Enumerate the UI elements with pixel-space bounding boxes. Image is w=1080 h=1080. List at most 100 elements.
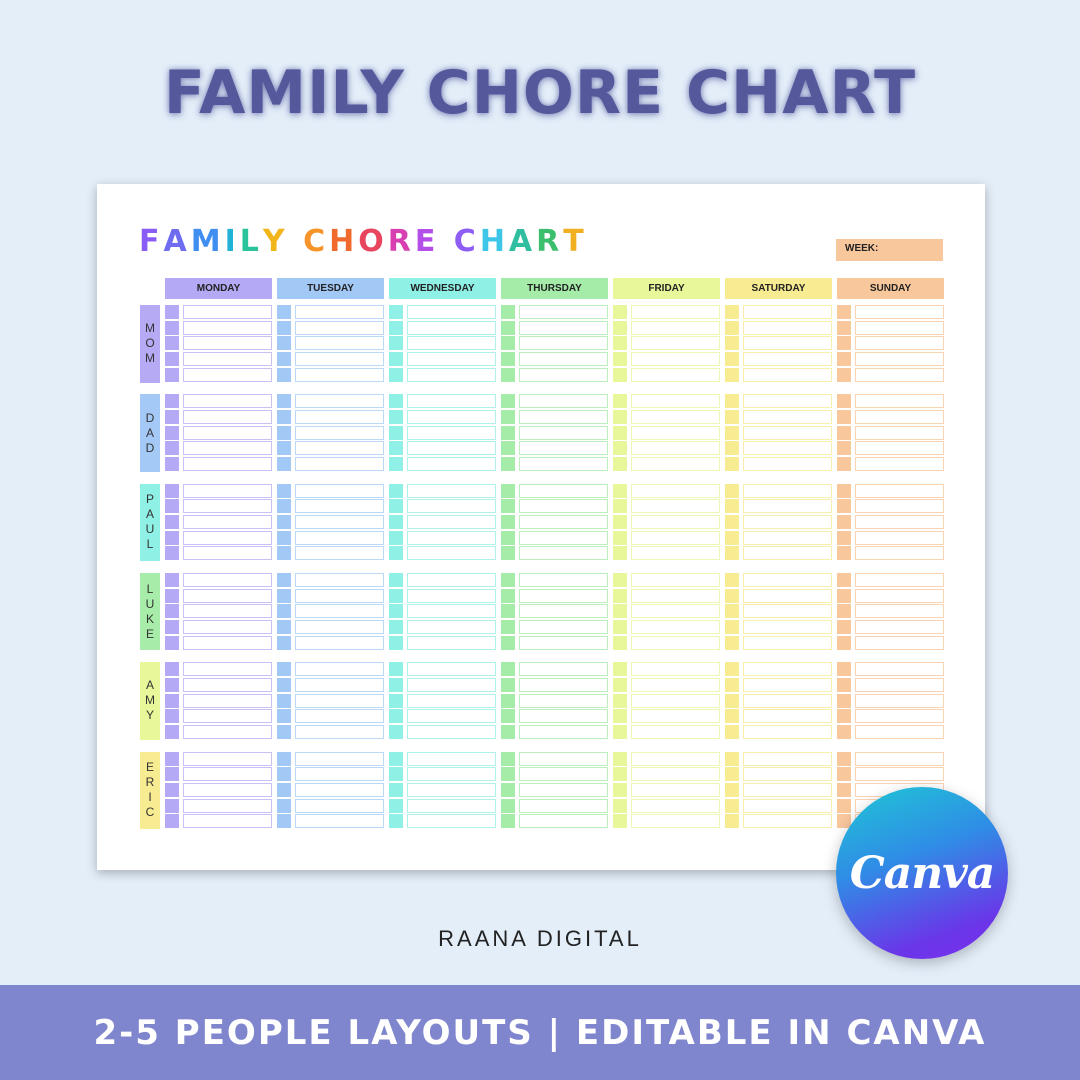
chore-checkbox[interactable] <box>389 782 403 797</box>
chore-entry-field[interactable] <box>407 798 496 813</box>
chore-checkbox[interactable] <box>165 677 179 692</box>
chore-checkbox[interactable] <box>613 693 627 708</box>
chore-entry-field[interactable] <box>855 394 944 409</box>
chore-checkbox[interactable] <box>389 798 403 813</box>
chore-entry-field[interactable] <box>183 457 272 472</box>
chore-entry-field[interactable] <box>855 588 944 603</box>
chore-entry-field[interactable] <box>855 352 944 367</box>
chore-checkbox[interactable] <box>613 410 627 424</box>
chore-entry-field[interactable] <box>519 425 608 440</box>
chore-entry-field[interactable] <box>295 546 384 561</box>
chore-checkbox[interactable] <box>389 320 403 335</box>
chore-checkbox[interactable] <box>277 767 291 782</box>
chore-entry-field[interactable] <box>743 725 832 739</box>
chore-checkbox[interactable] <box>501 336 515 351</box>
chore-entry-field[interactable] <box>855 693 944 708</box>
chore-checkbox[interactable] <box>501 394 515 409</box>
chore-checkbox[interactable] <box>837 530 851 545</box>
chore-entry-field[interactable] <box>631 352 720 367</box>
chore-checkbox[interactable] <box>613 814 627 829</box>
chore-checkbox[interactable] <box>165 425 179 440</box>
chore-entry-field[interactable] <box>295 457 384 472</box>
chore-checkbox[interactable] <box>389 483 403 498</box>
chore-entry-field[interactable] <box>743 782 832 797</box>
chore-entry-field[interactable] <box>407 546 496 561</box>
chore-checkbox[interactable] <box>277 546 291 561</box>
chore-entry-field[interactable] <box>183 546 272 561</box>
chore-entry-field[interactable] <box>519 499 608 514</box>
chore-checkbox[interactable] <box>725 620 739 634</box>
chore-entry-field[interactable] <box>295 499 384 514</box>
chore-entry-field[interactable] <box>407 709 496 724</box>
chore-checkbox[interactable] <box>389 530 403 545</box>
chore-entry-field[interactable] <box>183 709 272 724</box>
chore-checkbox[interactable] <box>837 546 851 561</box>
chore-checkbox[interactable] <box>389 709 403 724</box>
chore-entry-field[interactable] <box>519 546 608 561</box>
chore-entry-field[interactable] <box>631 515 720 529</box>
chore-checkbox[interactable] <box>725 336 739 351</box>
chore-entry-field[interactable] <box>743 530 832 545</box>
chore-checkbox[interactable] <box>837 677 851 692</box>
chore-entry-field[interactable] <box>743 635 832 650</box>
chore-checkbox[interactable] <box>613 782 627 797</box>
chore-entry-field[interactable] <box>519 305 608 319</box>
chore-entry-field[interactable] <box>183 305 272 319</box>
chore-checkbox[interactable] <box>165 305 179 319</box>
chore-entry-field[interactable] <box>519 457 608 472</box>
chore-checkbox[interactable] <box>501 767 515 782</box>
chore-entry-field[interactable] <box>631 410 720 424</box>
chore-entry-field[interactable] <box>407 499 496 514</box>
chore-entry-field[interactable] <box>295 394 384 409</box>
chore-entry-field[interactable] <box>743 425 832 440</box>
chore-entry-field[interactable] <box>631 798 720 813</box>
chore-entry-field[interactable] <box>631 604 720 619</box>
chore-entry-field[interactable] <box>295 662 384 677</box>
chore-checkbox[interactable] <box>277 530 291 545</box>
chore-entry-field[interactable] <box>743 767 832 782</box>
chore-entry-field[interactable] <box>183 635 272 650</box>
chore-entry-field[interactable] <box>407 620 496 634</box>
chore-checkbox[interactable] <box>725 814 739 829</box>
chore-checkbox[interactable] <box>165 367 179 382</box>
chore-checkbox[interactable] <box>501 814 515 829</box>
chore-checkbox[interactable] <box>725 767 739 782</box>
chore-entry-field[interactable] <box>407 410 496 424</box>
chore-entry-field[interactable] <box>519 352 608 367</box>
chore-entry-field[interactable] <box>183 572 272 587</box>
chore-entry-field[interactable] <box>855 425 944 440</box>
chore-entry-field[interactable] <box>407 394 496 409</box>
chore-checkbox[interactable] <box>837 336 851 351</box>
chore-checkbox[interactable] <box>725 410 739 424</box>
chore-entry-field[interactable] <box>743 367 832 382</box>
chore-entry-field[interactable] <box>519 798 608 813</box>
chore-entry-field[interactable] <box>183 693 272 708</box>
chore-entry-field[interactable] <box>519 367 608 382</box>
chore-checkbox[interactable] <box>837 352 851 367</box>
chore-entry-field[interactable] <box>631 709 720 724</box>
chore-checkbox[interactable] <box>613 457 627 472</box>
chore-entry-field[interactable] <box>183 798 272 813</box>
chore-entry-field[interactable] <box>855 751 944 766</box>
chore-checkbox[interactable] <box>837 367 851 382</box>
chore-entry-field[interactable] <box>631 483 720 498</box>
chore-entry-field[interactable] <box>743 483 832 498</box>
chore-checkbox[interactable] <box>501 725 515 739</box>
chore-checkbox[interactable] <box>501 457 515 472</box>
chore-entry-field[interactable] <box>519 394 608 409</box>
chore-entry-field[interactable] <box>519 814 608 829</box>
chore-entry-field[interactable] <box>295 320 384 335</box>
chore-checkbox[interactable] <box>389 767 403 782</box>
chore-checkbox[interactable] <box>277 620 291 634</box>
chore-checkbox[interactable] <box>277 499 291 514</box>
chore-entry-field[interactable] <box>743 352 832 367</box>
chore-entry-field[interactable] <box>183 604 272 619</box>
chore-checkbox[interactable] <box>389 725 403 739</box>
chore-entry-field[interactable] <box>631 814 720 829</box>
chore-checkbox[interactable] <box>165 394 179 409</box>
chore-entry-field[interactable] <box>743 693 832 708</box>
chore-checkbox[interactable] <box>277 410 291 424</box>
chore-checkbox[interactable] <box>501 499 515 514</box>
chore-checkbox[interactable] <box>277 352 291 367</box>
chore-entry-field[interactable] <box>631 635 720 650</box>
